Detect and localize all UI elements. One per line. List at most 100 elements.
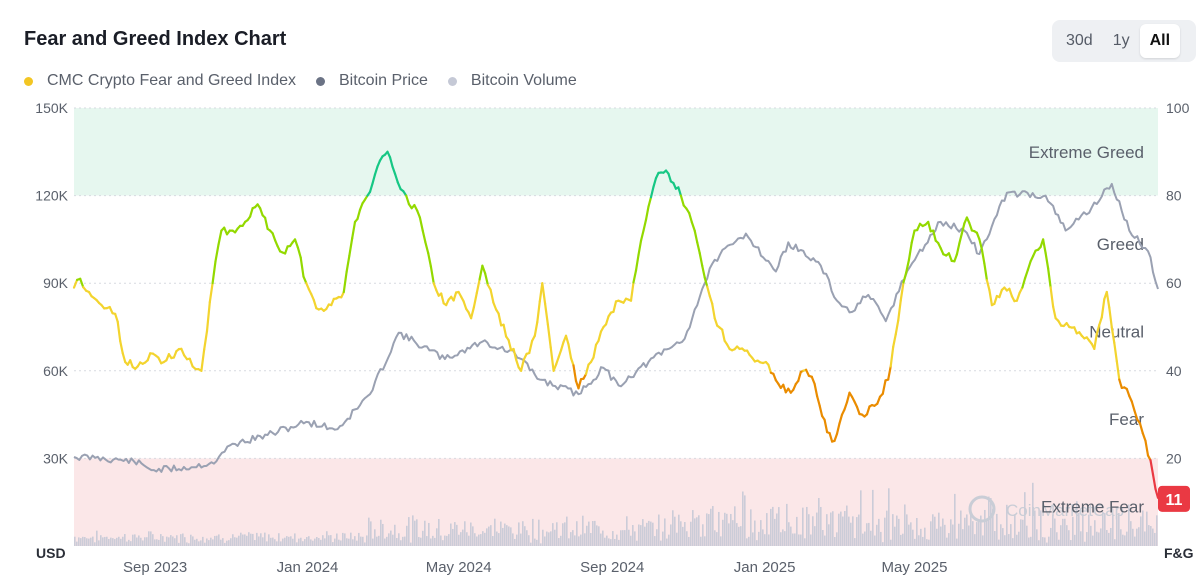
current-value-badge-text: 11 — [1166, 492, 1183, 509]
fear-greed-segment — [368, 182, 374, 193]
volume-bar — [774, 518, 776, 546]
fear-greed-segment — [293, 238, 299, 249]
volume-bar — [1142, 510, 1144, 546]
fear-greed-segment — [629, 281, 635, 302]
fear-greed-segment — [612, 300, 618, 313]
volume-bar — [218, 534, 220, 546]
volume-bar — [398, 533, 400, 546]
volume-bar — [1088, 514, 1090, 546]
volume-bar — [326, 531, 328, 546]
range-all-button[interactable]: All — [1139, 24, 1181, 58]
volume-bar — [1058, 539, 1060, 546]
volume-bar — [638, 524, 640, 546]
legend-item-bitcoin-price[interactable]: Bitcoin Price — [316, 72, 428, 90]
legend-item-fear-greed[interactable]: CMC Crypto Fear and Greed Index — [24, 72, 296, 90]
volume-bar — [758, 531, 760, 546]
fear-greed-segment — [427, 252, 432, 268]
fear-greed-segment — [693, 229, 699, 244]
fear-greed-segment — [818, 404, 824, 418]
fear-greed-segment — [296, 246, 302, 259]
volume-bar — [494, 518, 496, 546]
volume-bar — [298, 538, 300, 546]
volume-bar — [820, 506, 822, 546]
volume-bar — [826, 514, 828, 546]
volume-bar — [1014, 514, 1016, 546]
volume-bar — [548, 532, 550, 546]
volume-bar — [1144, 531, 1146, 546]
volume-bar — [290, 536, 292, 546]
fear-greed-segment — [478, 264, 484, 281]
fear-greed-segment — [1154, 487, 1160, 499]
volume-bar — [894, 526, 896, 546]
fear-greed-segment — [396, 181, 402, 191]
volume-bar — [566, 516, 568, 546]
volume-bar — [276, 541, 278, 546]
fear-greed-segment — [810, 375, 816, 385]
fear-greed-segment — [541, 282, 547, 305]
volume-bar — [82, 536, 84, 546]
fear-greed-segment — [1108, 306, 1113, 329]
range-1y-button[interactable]: 1y — [1103, 24, 1140, 58]
volume-bar — [1030, 536, 1032, 546]
volume-bar — [546, 531, 548, 546]
volume-bar — [1128, 504, 1130, 546]
volume-bar — [746, 538, 748, 546]
fear-greed-segment — [667, 172, 673, 183]
zone-band-fear — [74, 370, 1158, 459]
volume-bar — [460, 532, 462, 546]
x-axis-tick: Sep 2023 — [123, 559, 187, 575]
volume-bar — [186, 542, 188, 546]
fear-greed-segment — [833, 432, 839, 442]
volume-bar — [666, 538, 668, 546]
volume-bar — [518, 522, 520, 546]
fear-greed-segment — [388, 156, 394, 168]
volume-bar — [416, 519, 418, 546]
fear-greed-segment — [1144, 439, 1150, 457]
volume-bar — [464, 521, 466, 546]
fear-greed-segment — [968, 222, 974, 232]
volume-bar — [124, 534, 126, 546]
volume-bar — [382, 523, 384, 546]
volume-bar — [486, 528, 488, 546]
fear-greed-segment — [484, 272, 489, 287]
fear-greed-segment — [947, 252, 953, 262]
legend-dot-bitcoin-volume — [447, 76, 457, 86]
volume-bar — [348, 538, 350, 546]
fear-greed-segment — [772, 372, 778, 382]
fear-greed-segment — [533, 320, 539, 337]
volume-bar — [580, 534, 582, 546]
range-30d-button[interactable]: 30d — [1056, 24, 1103, 58]
fear-greed-segment — [892, 333, 897, 348]
fear-greed-segment — [889, 345, 895, 368]
fear-greed-segment — [998, 288, 1004, 299]
volume-bar — [108, 539, 110, 546]
left-axis-tick: 30K — [43, 450, 69, 466]
volume-bar — [438, 519, 440, 546]
fear-greed-segment — [910, 229, 916, 244]
volume-bar — [334, 538, 336, 546]
volume-bar — [898, 518, 900, 546]
volume-bar — [912, 529, 914, 546]
fear-greed-segment — [552, 363, 558, 372]
volume-bar — [1130, 521, 1132, 546]
legend-item-bitcoin-volume[interactable]: Bitcoin Volume — [447, 72, 577, 90]
volume-bar — [906, 514, 908, 546]
fear-greed-segment — [696, 241, 701, 255]
fear-greed-segment — [564, 334, 570, 346]
volume-bar — [1050, 527, 1052, 546]
fear-greed-segment — [978, 238, 984, 251]
fear-greed-segment — [79, 277, 85, 289]
fear-greed-segment — [129, 359, 134, 369]
right-axis-tick: 80 — [1166, 188, 1182, 204]
volume-bar — [312, 540, 314, 546]
volume-bar — [888, 488, 890, 546]
fear-greed-segment — [1118, 378, 1123, 389]
volume-bar — [346, 538, 348, 546]
volume-bar — [1152, 528, 1154, 546]
volume-bar — [296, 542, 298, 546]
volume-bar — [796, 516, 798, 546]
volume-bar — [544, 536, 546, 546]
volume-bar — [636, 540, 638, 546]
volume-bar — [244, 534, 246, 546]
volume-bar — [538, 519, 540, 546]
